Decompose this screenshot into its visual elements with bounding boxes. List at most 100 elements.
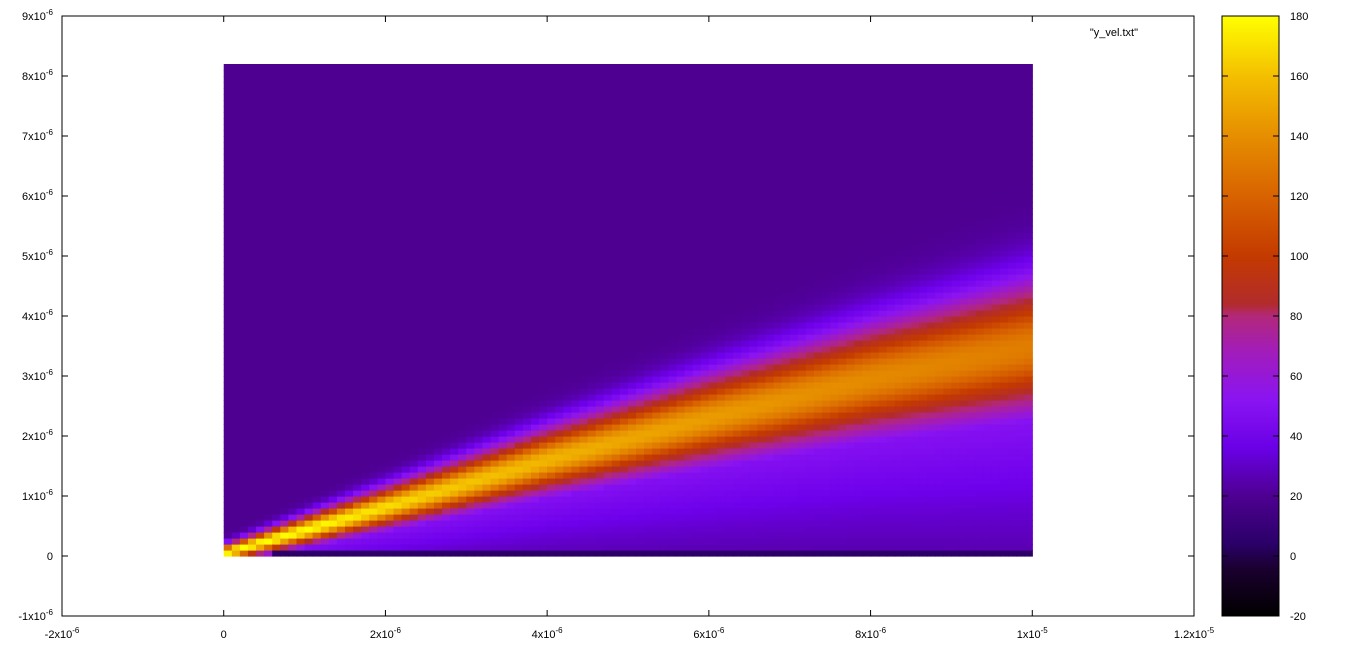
heatmap-cell [296, 292, 306, 299]
heatmap-cell [345, 256, 354, 263]
heatmap-cell [547, 196, 556, 203]
heatmap-cell [660, 274, 670, 281]
heatmap-cell [385, 400, 395, 407]
heatmap-cell [692, 418, 702, 425]
heatmap-cell [256, 370, 265, 377]
heatmap-cell [312, 370, 322, 377]
heatmap-cell [636, 466, 645, 473]
heatmap-cell [328, 184, 338, 191]
heatmap-cell [417, 424, 427, 431]
heatmap-cell [369, 100, 378, 107]
heatmap-cell [280, 124, 289, 131]
heatmap-cell [660, 340, 670, 347]
heatmap-cell [458, 388, 467, 395]
heatmap-cell [708, 490, 718, 497]
heatmap-cell [458, 502, 467, 509]
heatmap-cell [482, 532, 492, 539]
heatmap-cell [603, 268, 613, 275]
heatmap-cell [425, 214, 435, 221]
heatmap-cell [223, 388, 233, 395]
heatmap-cell [652, 226, 661, 233]
heatmap-cell [345, 340, 354, 347]
heatmap-cell [522, 94, 532, 101]
heatmap-cell [555, 64, 564, 71]
heatmap-cell [547, 214, 556, 221]
heatmap-cell [636, 112, 645, 119]
heatmap-cell [336, 538, 346, 545]
heatmap-cell [353, 214, 362, 221]
heatmap-cell [530, 448, 540, 455]
heatmap-cell [223, 460, 233, 467]
heatmap-cell [385, 538, 395, 545]
heatmap-cell [530, 244, 540, 251]
heatmap-cell [628, 292, 637, 299]
heatmap-cell [336, 364, 346, 371]
heatmap-cell [692, 64, 702, 71]
heatmap-cell [433, 508, 443, 515]
heatmap-cell [280, 454, 289, 461]
heatmap-cell [296, 514, 306, 521]
heatmap-cell [603, 286, 613, 293]
heatmap-cell [401, 160, 411, 167]
heatmap-cell [676, 388, 686, 395]
heatmap-cell [280, 250, 289, 257]
heatmap-cell [345, 310, 354, 317]
heatmap-cell [328, 148, 338, 155]
heatmap-cell [506, 160, 516, 167]
heatmap-cell [345, 88, 354, 95]
heatmap-cell [676, 412, 686, 419]
heatmap-cell [579, 544, 589, 551]
heatmap-cell [636, 214, 645, 221]
heatmap-cell [587, 496, 597, 503]
heatmap-cell [409, 310, 419, 317]
heatmap-cell [442, 202, 451, 209]
heatmap-cell [385, 376, 395, 383]
heatmap-cell [247, 256, 257, 263]
heatmap-cell [498, 406, 508, 413]
heatmap-cell [676, 532, 686, 539]
heatmap-cell [490, 400, 500, 407]
heatmap-cell [256, 136, 265, 143]
heatmap-cell [256, 172, 265, 179]
heatmap-cell [353, 100, 362, 107]
heatmap-cell [417, 94, 427, 101]
heatmap-cell [361, 106, 370, 113]
heatmap-cell [539, 328, 548, 335]
heatmap-cell [482, 418, 492, 425]
heatmap-cell [579, 334, 589, 341]
heatmap-cell [587, 220, 597, 227]
heatmap-cell [708, 382, 718, 389]
heatmap-cell [619, 166, 629, 173]
heatmap-cell [555, 166, 564, 173]
heatmap-cell [563, 256, 572, 263]
heatmap-cell [498, 190, 508, 197]
heatmap-cell [539, 256, 548, 263]
heatmap-cell [628, 160, 637, 167]
heatmap-cell [385, 394, 395, 401]
heatmap-cell [296, 172, 306, 179]
heatmap-cell [603, 514, 613, 521]
heatmap-cell [571, 352, 581, 359]
heatmap-cell [547, 232, 556, 239]
heatmap-cell [377, 256, 387, 263]
heatmap-cell [547, 544, 556, 551]
heatmap-cell [409, 280, 419, 287]
heatmap-cell [433, 184, 443, 191]
heatmap-cell [361, 508, 370, 515]
heatmap-cell [288, 544, 298, 551]
heatmap-cell [636, 160, 645, 167]
heatmap-cell [676, 238, 686, 245]
heatmap-cell [417, 436, 427, 443]
heatmap-cell [506, 244, 516, 251]
heatmap-cell [296, 298, 306, 305]
heatmap-cell [320, 328, 330, 335]
heatmap-cell [490, 154, 500, 161]
heatmap-cell [522, 190, 532, 197]
heatmap-cell [353, 106, 362, 113]
heatmap-cell [231, 136, 241, 143]
heatmap-cell [482, 286, 492, 293]
heatmap-cell [280, 154, 289, 161]
heatmap-cell [361, 544, 370, 551]
heatmap-cell [466, 274, 475, 281]
heatmap-cell [563, 142, 572, 149]
